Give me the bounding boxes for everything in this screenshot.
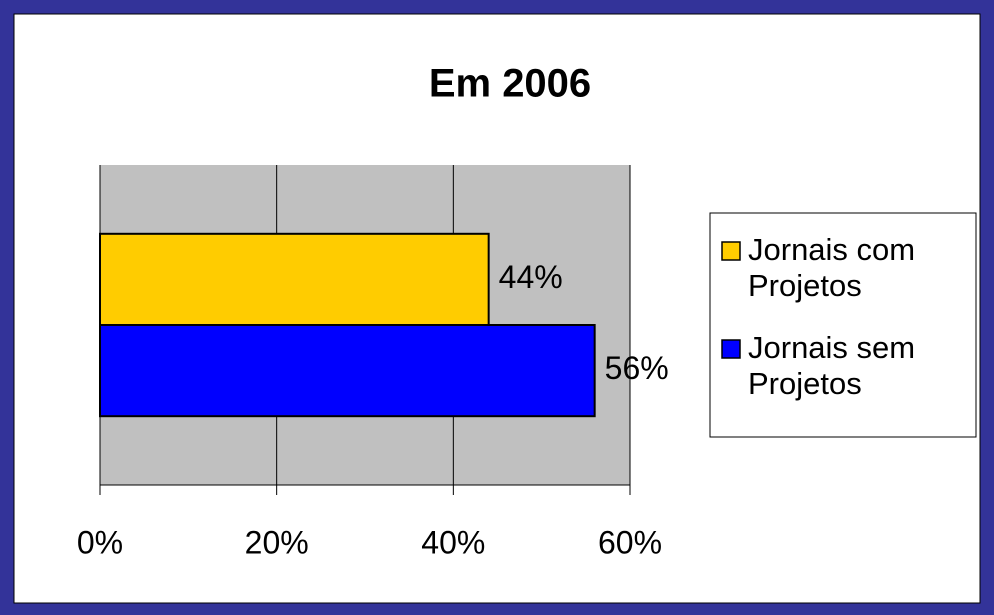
x-tick-label: 0%: [77, 524, 123, 560]
x-tick-label: 40%: [421, 524, 485, 560]
bar: [99, 324, 596, 418]
legend-swatch: [721, 241, 741, 261]
data-label: 56%: [605, 350, 669, 386]
bar: [99, 232, 490, 326]
legend-swatch: [721, 339, 741, 359]
legend-box: [709, 212, 977, 438]
data-label: 44%: [499, 259, 563, 295]
x-tick-label: 60%: [598, 524, 662, 560]
chart-title: Em 2006: [429, 62, 591, 106]
legend-label: Jornais sem Projetos: [748, 330, 916, 401]
legend-label: Jornais com Projetos: [748, 232, 916, 303]
x-tick-label: 20%: [245, 524, 309, 560]
